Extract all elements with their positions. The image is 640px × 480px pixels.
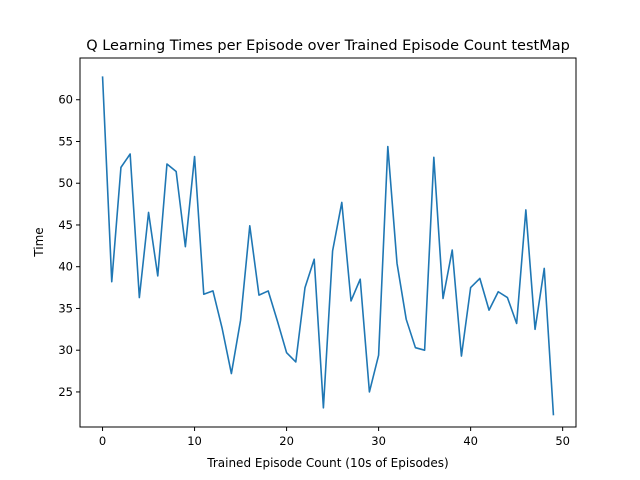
- y-tick-label: 25: [58, 385, 73, 399]
- y-tick-label: 30: [58, 343, 73, 357]
- y-tick-label: 45: [58, 218, 73, 232]
- x-tick-label: 20: [279, 434, 294, 448]
- x-tick-label: 30: [371, 434, 386, 448]
- x-tick-label: 10: [187, 434, 202, 448]
- y-axis-label: Time: [32, 227, 46, 257]
- series-layer: [101, 76, 555, 416]
- y-tick-label: 60: [58, 93, 73, 107]
- x-tick-label: 50: [555, 434, 570, 448]
- y-tick-label: 35: [58, 301, 73, 315]
- series-line: [101, 76, 555, 416]
- x-axis-label: Trained Episode Count (10s of Episodes): [206, 456, 448, 470]
- axis-ticks: 0 10 20 30 40 50 25 30 35 40 45 50 55 60: [58, 93, 570, 448]
- chart-title: Q Learning Times per Episode over Traine…: [86, 38, 570, 54]
- y-tick-label: 55: [58, 134, 73, 148]
- y-tick-label: 50: [58, 176, 73, 190]
- x-tick-label: 40: [463, 434, 478, 448]
- y-tick-label: 40: [58, 260, 73, 274]
- plot-frame: [79, 57, 577, 428]
- x-tick-label: 0: [99, 434, 106, 448]
